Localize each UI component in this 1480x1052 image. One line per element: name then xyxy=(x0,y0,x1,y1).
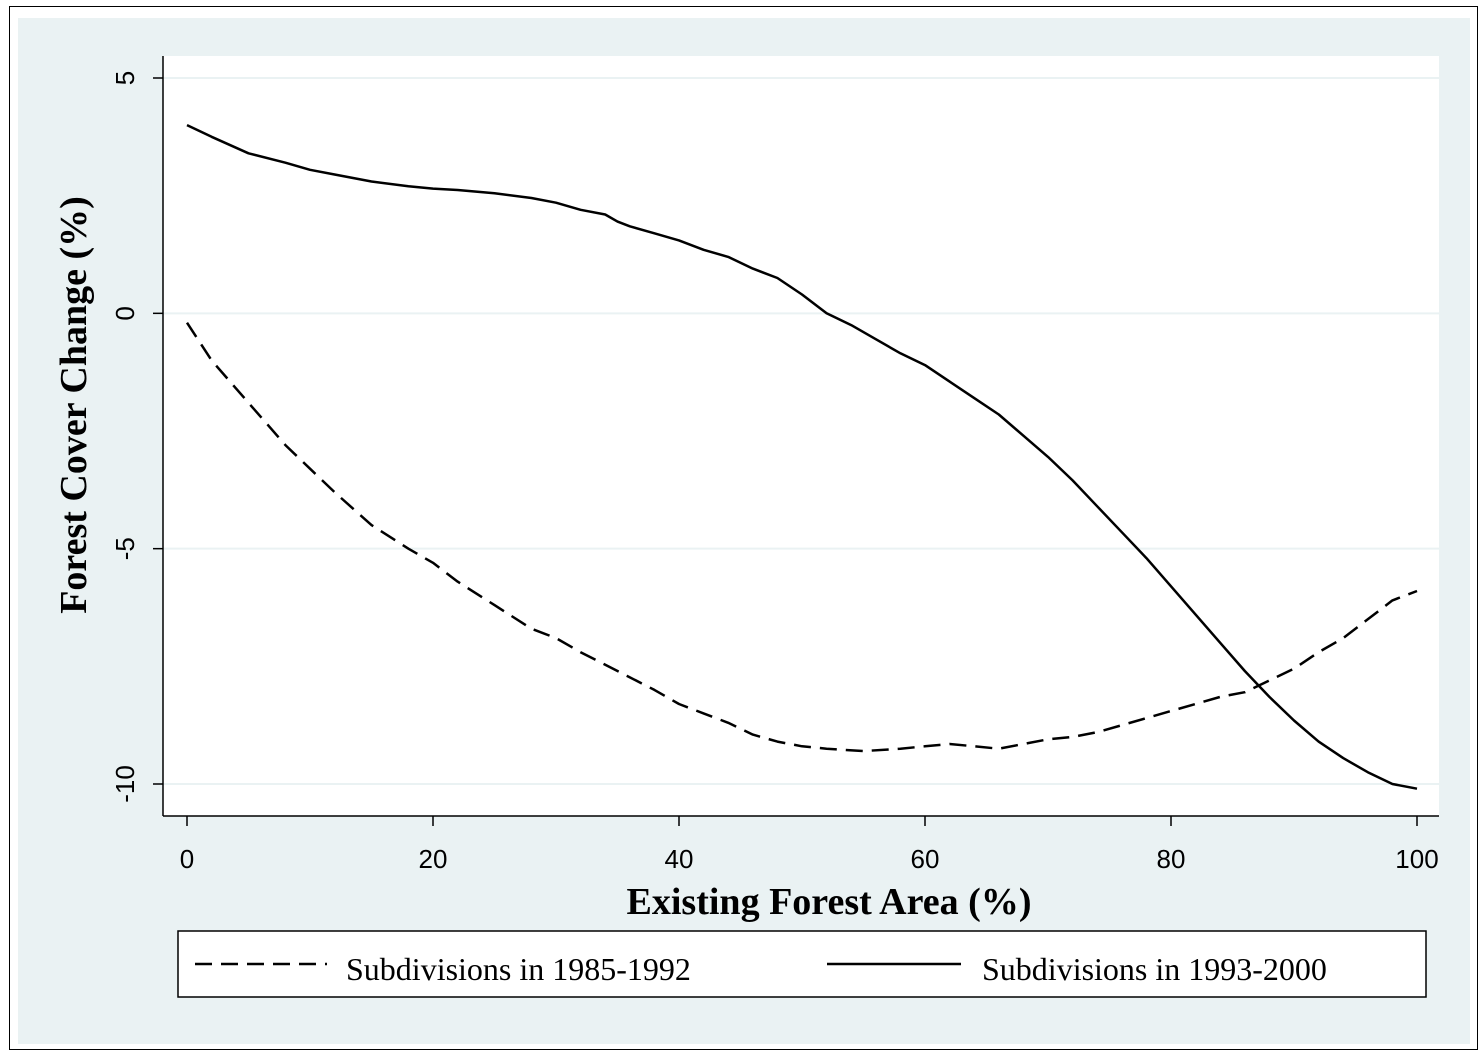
series-layer xyxy=(185,123,1418,790)
x-axis-title: Existing Forest Area (%) xyxy=(627,881,1032,923)
legend: Subdivisions in 1985-1992 Subdivisions i… xyxy=(177,930,1427,998)
y-tick-label--5: -5 xyxy=(110,537,140,560)
x-tick-label-40: 40 xyxy=(665,844,694,874)
legend-box xyxy=(177,930,1427,998)
x-tick-label-100: 100 xyxy=(1395,844,1438,874)
x-tick-label-80: 80 xyxy=(1157,844,1186,874)
x-tick-label-0: 0 xyxy=(180,844,194,874)
x-tick-label-20: 20 xyxy=(419,844,448,874)
series-line-1993-2000 xyxy=(186,123,1418,790)
y-tick-label-5: 5 xyxy=(110,71,140,85)
series-line-1985-1992 xyxy=(185,322,1418,753)
legend-label-1993-2000: Subdivisions in 1993-2000 xyxy=(982,951,1327,987)
y-tick-label-0: 0 xyxy=(110,306,140,320)
chart-frame xyxy=(9,6,1478,1050)
y-axis: 5 0 -5 -10 xyxy=(110,56,164,816)
plot-area xyxy=(163,56,1439,816)
gridlines xyxy=(163,77,1439,785)
x-axis: 0 20 40 60 80 100 xyxy=(163,815,1439,874)
y-tick-label--10: -10 xyxy=(110,765,140,803)
x-tick-label-60: 60 xyxy=(911,844,940,874)
legend-label-1985-1992: Subdivisions in 1985-1992 xyxy=(346,951,691,987)
y-axis-title: Forest Cover Change (%) xyxy=(53,196,95,614)
